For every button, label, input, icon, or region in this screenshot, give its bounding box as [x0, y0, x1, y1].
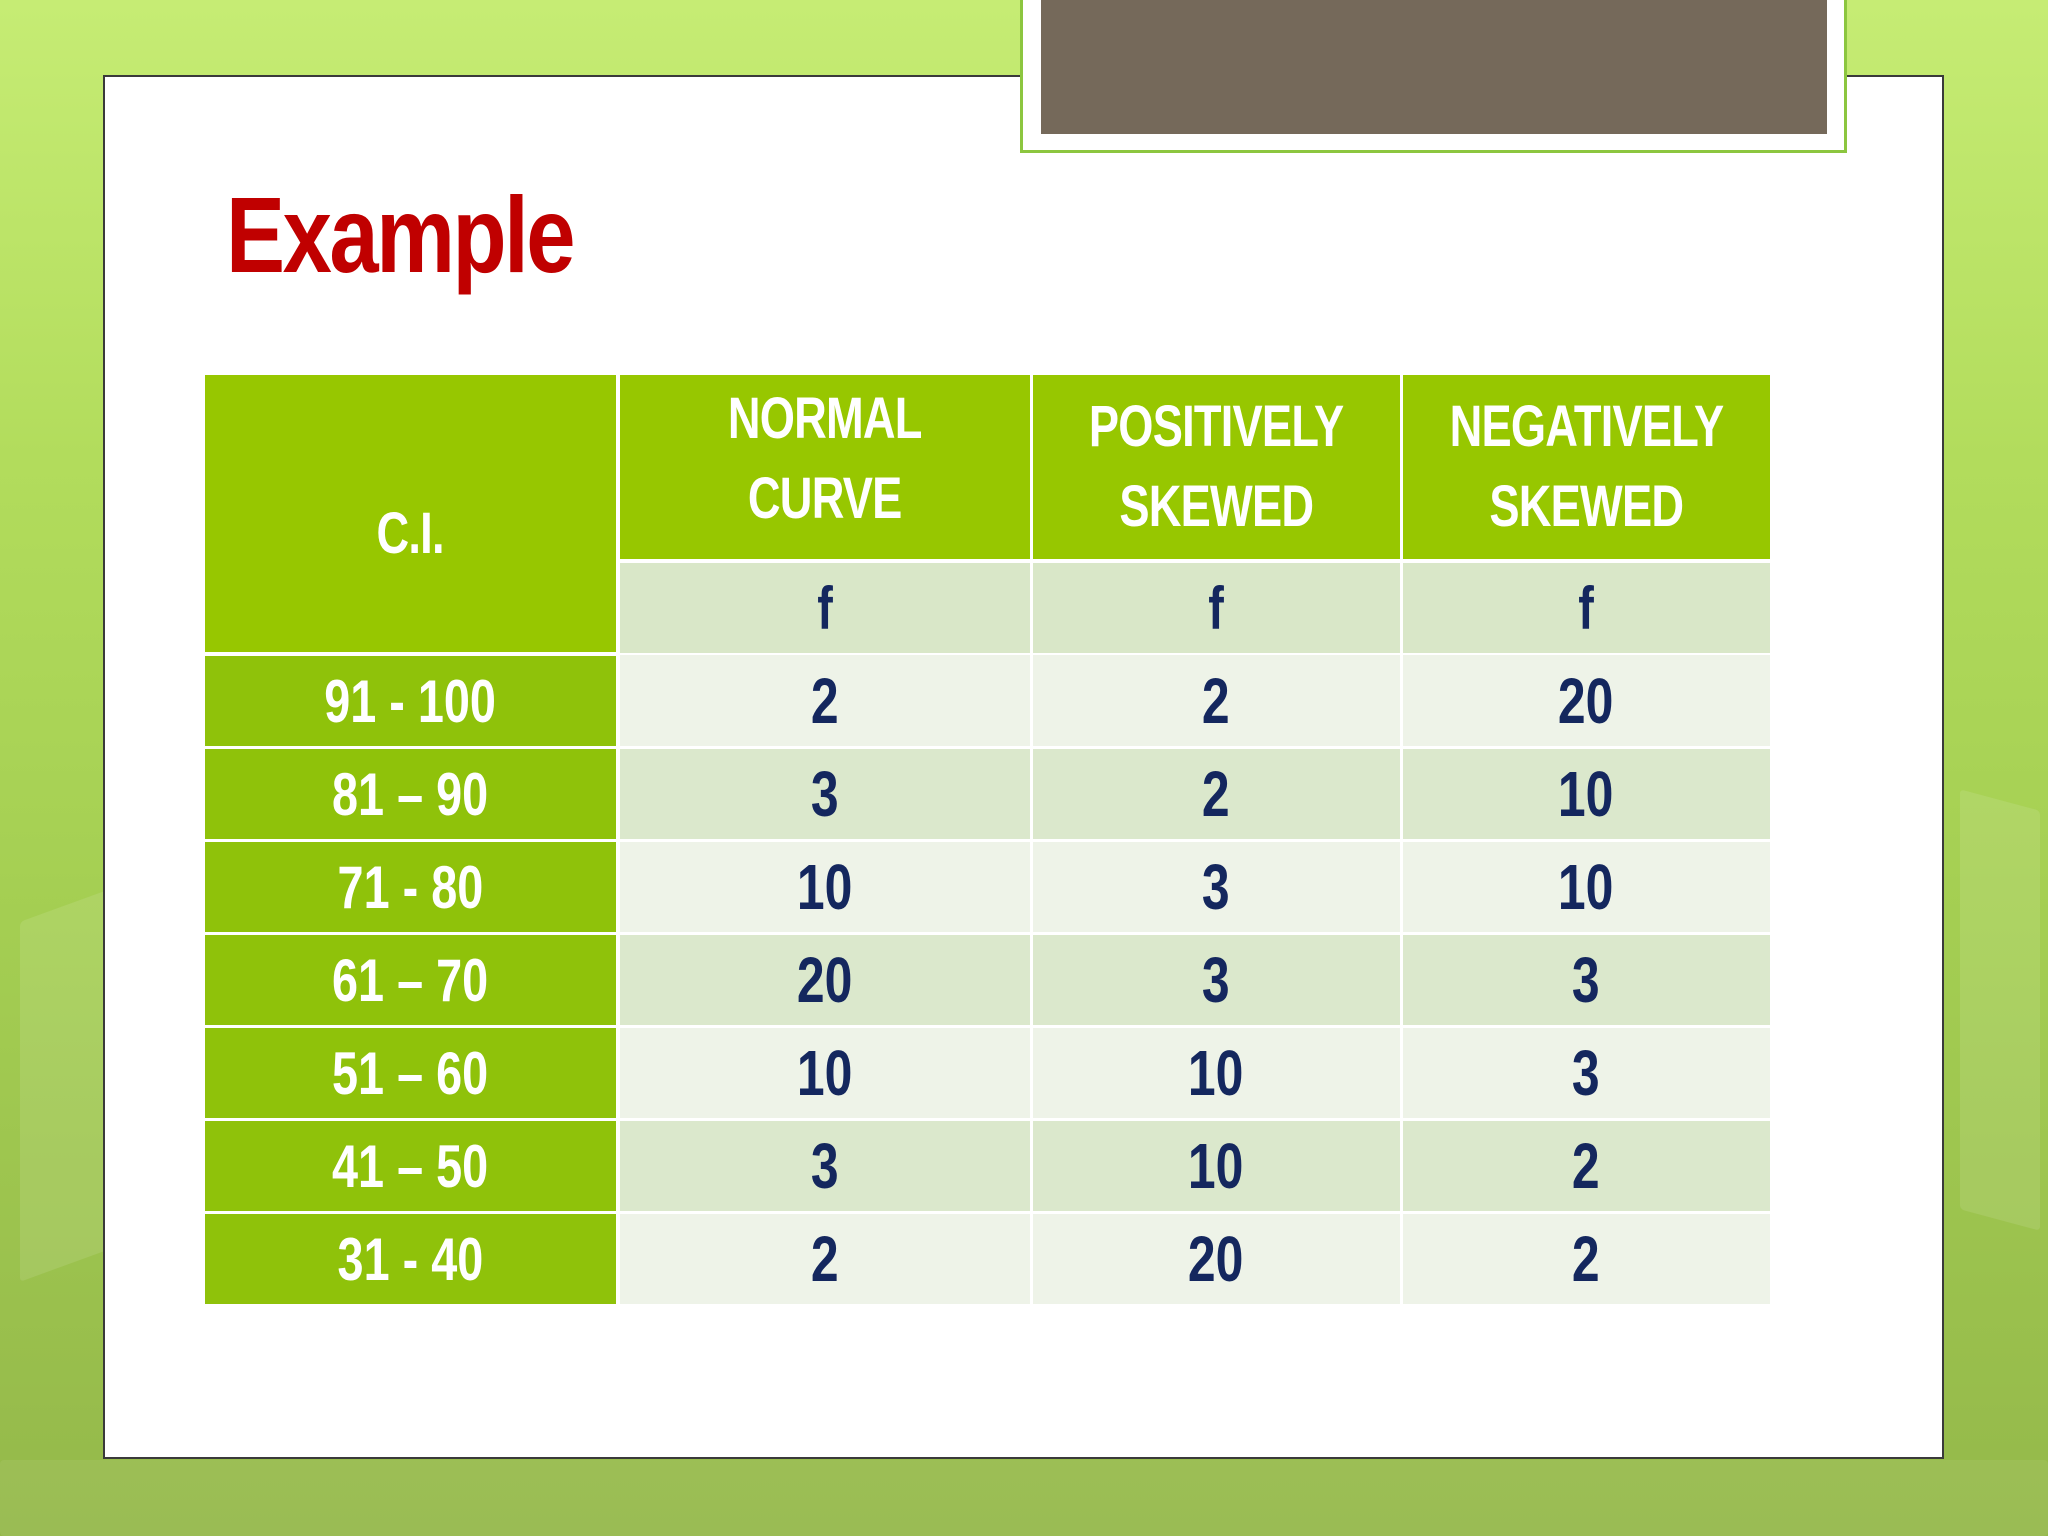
table-row: 81 – 90 3 2 10	[205, 747, 1773, 842]
negative-frequency: 2	[1401, 1119, 1773, 1214]
background-shape	[1960, 789, 2040, 1231]
class-interval: 91 - 100	[205, 654, 620, 749]
normal-frequency: 2	[618, 654, 1033, 749]
class-interval: 71 - 80	[205, 840, 620, 935]
subheader-f: f	[1031, 561, 1403, 655]
positive-frequency: 2	[1031, 747, 1403, 842]
negative-frequency: 3	[1401, 1026, 1773, 1121]
normal-frequency: 2	[618, 1212, 1033, 1307]
table-row: 71 - 80 10 3 10	[205, 840, 1773, 935]
slide-title: Example	[226, 174, 576, 295]
negative-frequency: 20	[1401, 654, 1773, 749]
positive-frequency: 10	[1031, 1119, 1403, 1214]
normal-frequency: 10	[618, 1026, 1033, 1121]
negative-frequency: 10	[1401, 747, 1773, 842]
slide-tab-block	[1041, 0, 1827, 134]
header-negatively-skewed: NEGATIVELY SKEWED	[1401, 375, 1773, 563]
subheader-f: f	[1401, 561, 1773, 655]
class-interval: 41 – 50	[205, 1119, 620, 1214]
table-row: 51 – 60 10 10 3	[205, 1026, 1773, 1121]
positive-frequency: 2	[1031, 654, 1403, 749]
header-normal-curve: NORMAL CURVE	[618, 375, 1033, 563]
positive-frequency: 10	[1031, 1026, 1403, 1121]
class-interval: 31 - 40	[205, 1212, 620, 1307]
header-positively-skewed: POSITIVELY SKEWED	[1031, 375, 1403, 563]
normal-frequency: 20	[618, 933, 1033, 1028]
table-row: 91 - 100 2 2 20	[205, 654, 1773, 749]
positive-frequency: 3	[1031, 840, 1403, 935]
class-interval: 81 – 90	[205, 747, 620, 842]
subheader-f: f	[618, 561, 1033, 655]
normal-frequency: 3	[618, 747, 1033, 842]
class-interval: 51 – 60	[205, 1026, 620, 1121]
class-interval: 61 – 70	[205, 933, 620, 1028]
table-row: 41 – 50 3 10 2	[205, 1119, 1773, 1214]
negative-frequency: 3	[1401, 933, 1773, 1028]
negative-frequency: 2	[1401, 1212, 1773, 1307]
normal-frequency: 3	[618, 1119, 1033, 1214]
header-ci: C.I.	[205, 375, 620, 656]
table-row: 61 – 70 20 3 3	[205, 933, 1773, 1028]
table-row: 31 - 40 2 20 2	[205, 1212, 1773, 1307]
background-shape	[0, 1460, 2048, 1536]
positive-frequency: 20	[1031, 1212, 1403, 1307]
negative-frequency: 10	[1401, 840, 1773, 935]
positive-frequency: 3	[1031, 933, 1403, 1028]
frequency-table: C.I. NORMAL CURVE POSITIVELY SKEWED NEGA…	[205, 375, 1773, 1307]
normal-frequency: 10	[618, 840, 1033, 935]
